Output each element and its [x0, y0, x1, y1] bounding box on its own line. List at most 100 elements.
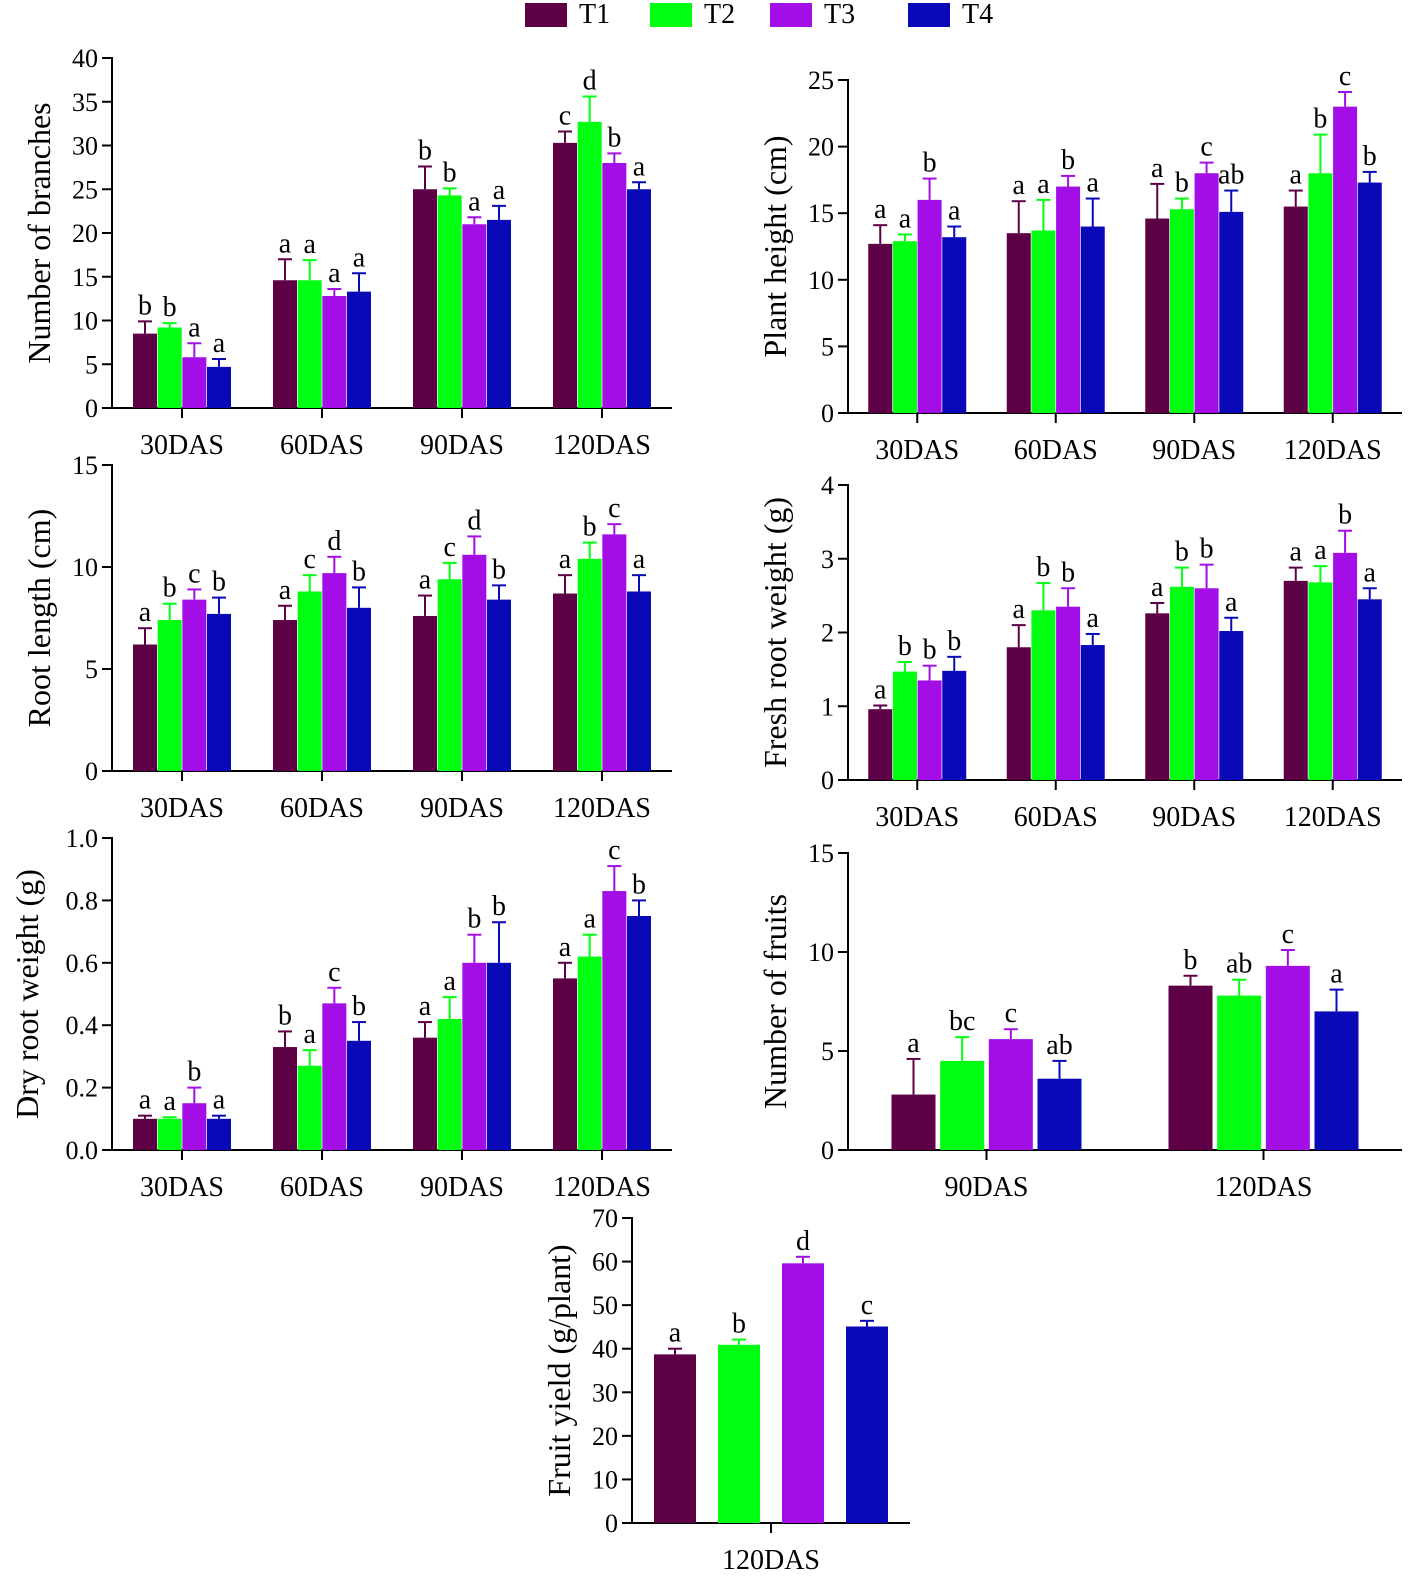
- bar-t1: [553, 142, 577, 408]
- y-axis-title: Dry root weight (g): [9, 869, 45, 1119]
- significance-label: bc: [949, 1006, 975, 1037]
- bar-t1: [273, 1047, 297, 1150]
- bar-t1: [1006, 233, 1031, 413]
- significance-label: a: [163, 1086, 176, 1117]
- significance-label: a: [1364, 557, 1377, 588]
- y-tick-label: 5: [821, 1037, 834, 1066]
- bar-t4: [347, 1040, 371, 1150]
- legend-label-t2: T2: [704, 0, 736, 30]
- significance-label: ab: [1218, 160, 1244, 191]
- bar-t1: [891, 1094, 936, 1150]
- bar-t1: [1168, 985, 1213, 1150]
- bar-t1: [413, 615, 437, 771]
- bar-t2: [577, 121, 602, 408]
- x-tick-label: 120DAS: [1284, 802, 1382, 833]
- bar-t2: [1031, 610, 1056, 780]
- y-tick-label: 0: [605, 1509, 618, 1538]
- bar-t3: [602, 891, 627, 1150]
- y-tick-label: 0.2: [66, 1074, 99, 1103]
- x-tick-label: 60DAS: [1014, 435, 1098, 466]
- bar-t3: [602, 534, 627, 771]
- significance-label: b: [947, 626, 961, 657]
- bar-t2: [577, 956, 602, 1150]
- y-tick-label: 15: [808, 839, 834, 868]
- bar-t4: [487, 219, 511, 408]
- y-tick-label: 50: [592, 1291, 618, 1320]
- significance-label: a: [303, 1019, 316, 1050]
- y-tick-label: 5: [821, 332, 834, 361]
- y-tick-label: 0: [85, 757, 98, 786]
- significance-label: b: [607, 122, 621, 153]
- chart-panel-5: 0.0 0.2 0.4 0.6 0.8 1.0 Dry root weight (g) 30D…: [9, 824, 672, 1203]
- bar-t1: [1006, 647, 1031, 780]
- significance-label: a: [139, 597, 152, 628]
- y-tick-label: 10: [592, 1465, 618, 1494]
- bar-t3: [602, 163, 627, 408]
- significance-label: a: [948, 196, 961, 227]
- bar-t2: [297, 1065, 322, 1150]
- significance-label: a: [669, 1318, 682, 1349]
- bar-t2: [940, 1060, 985, 1150]
- bar-t2: [892, 671, 917, 780]
- y-tick-label: 0.4: [66, 1011, 99, 1040]
- significance-label: a: [188, 312, 201, 343]
- bar-t2: [157, 1118, 182, 1150]
- y-tick-label: 15: [808, 199, 834, 228]
- y-tick-label: 0: [821, 1136, 834, 1165]
- y-tick-label: 0.0: [66, 1136, 99, 1165]
- bar-t2: [437, 195, 462, 408]
- significance-label: b: [1036, 552, 1050, 583]
- bar-t3: [322, 296, 347, 408]
- significance-label: a: [213, 1085, 226, 1116]
- significance-label: c: [1339, 61, 1351, 92]
- significance-label: b: [467, 904, 481, 935]
- y-tick-label: 10: [72, 553, 98, 582]
- significance-label: a: [328, 258, 341, 289]
- y-tick-label: 35: [72, 88, 98, 117]
- significance-label: b: [352, 991, 366, 1022]
- x-tick-label: 30DAS: [140, 430, 224, 461]
- x-tick-label: 120DAS: [553, 793, 651, 824]
- y-tick-label: 15: [72, 451, 98, 480]
- significance-label: a: [1037, 169, 1050, 200]
- y-tick-label: 25: [808, 66, 834, 95]
- significance-label: b: [1061, 557, 1075, 588]
- significance-label: a: [1087, 168, 1100, 199]
- bar-t3: [917, 199, 942, 413]
- y-tick-label: 0: [821, 399, 834, 428]
- significance-label: b: [352, 556, 366, 587]
- significance-label: b: [492, 554, 506, 585]
- significance-label: a: [419, 991, 432, 1022]
- legend-label-t4: T4: [962, 0, 994, 30]
- significance-label: c: [1282, 919, 1294, 950]
- bar-t4: [1080, 226, 1105, 413]
- y-tick-label: 10: [72, 307, 98, 336]
- significance-label: c: [608, 493, 620, 524]
- legend-swatch-t3: [770, 3, 812, 27]
- bar-t3: [462, 962, 487, 1150]
- significance-label: b: [923, 635, 937, 666]
- significance-label: c: [1005, 998, 1017, 1029]
- bar-t2: [157, 620, 182, 771]
- significance-label: a: [279, 228, 292, 259]
- bar-t4: [942, 670, 967, 780]
- significance-label: a: [1225, 587, 1238, 618]
- significance-label: b: [1061, 145, 1075, 176]
- y-tick-label: 15: [72, 263, 98, 292]
- y-tick-label: 70: [592, 1204, 618, 1233]
- bar-t4: [942, 237, 967, 413]
- x-tick-label: 60DAS: [280, 430, 364, 461]
- significance-label: b: [1200, 534, 1214, 565]
- significance-label: b: [1363, 141, 1377, 172]
- y-tick-label: 40: [72, 44, 98, 73]
- significance-label: b: [583, 512, 597, 543]
- bar-t4: [1080, 645, 1105, 780]
- significance-label: d: [796, 1226, 810, 1257]
- significance-label: a: [583, 904, 596, 935]
- x-tick-label: 60DAS: [280, 1172, 364, 1203]
- bar-t3: [182, 1103, 207, 1150]
- significance-label: b: [1184, 945, 1198, 976]
- significance-label: b: [898, 631, 912, 662]
- bar-t2: [437, 1018, 462, 1150]
- bar-t4: [207, 1118, 231, 1150]
